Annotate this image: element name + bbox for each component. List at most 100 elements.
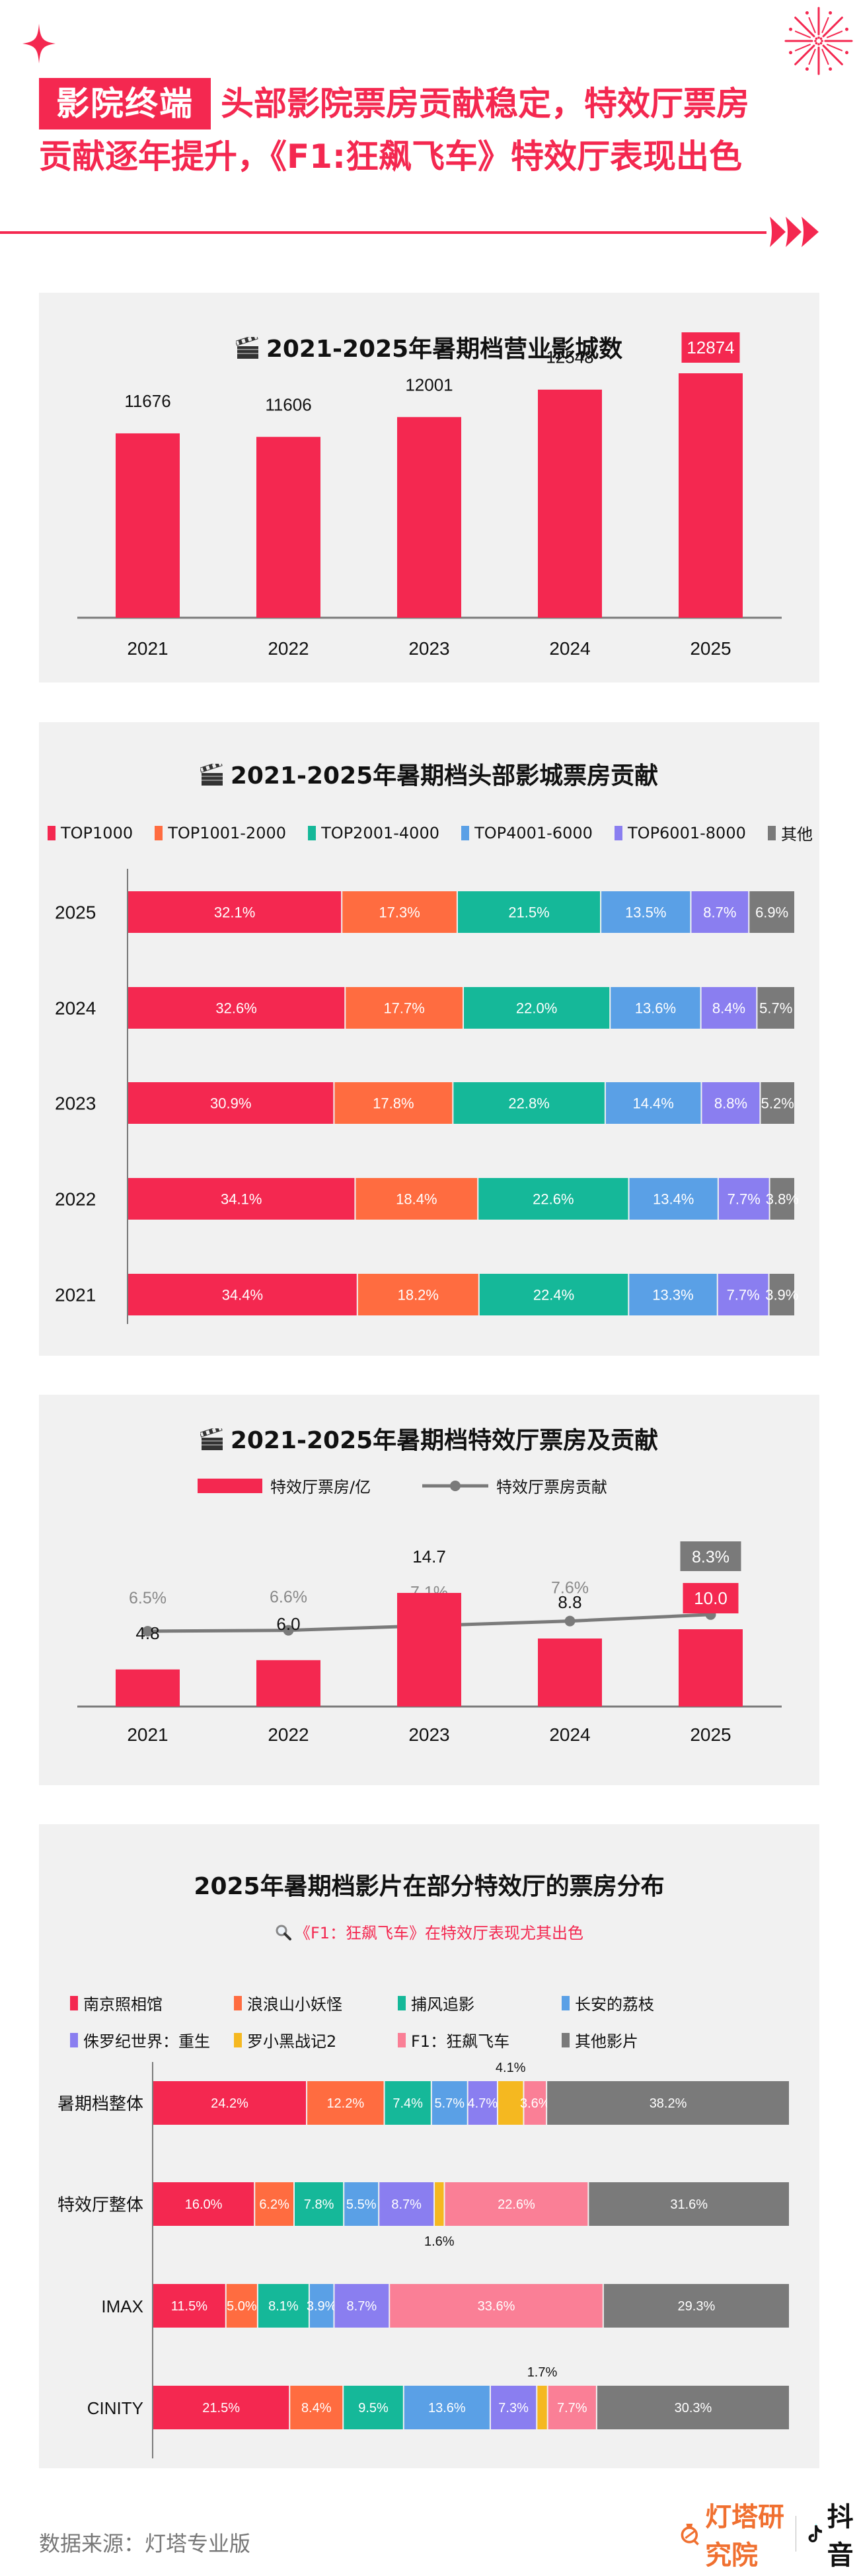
segment-长安的荔枝	[309, 2284, 334, 2328]
sparkle-star-icon	[22, 24, 56, 63]
firework-ray	[794, 44, 811, 52]
segment-TOP4001-6000	[611, 987, 700, 1029]
segment-label: 8.7%	[391, 2197, 422, 2212]
legend-label: 浪浪山小妖怪	[247, 1995, 342, 2014]
legend-label: 特效厅票房/亿	[270, 1478, 371, 1496]
legend-swatch	[48, 825, 56, 840]
segment-捕风追影	[385, 2081, 431, 2125]
segment-label: 33.6%	[478, 2299, 515, 2314]
firework-core-dot	[815, 37, 818, 40]
value-label-highlight-box	[681, 332, 740, 363]
triple-arrow-icon	[770, 217, 819, 247]
segment-TOP1001-2000	[334, 1082, 453, 1124]
x-tick-label: 2022	[268, 638, 309, 659]
legend-item: TOP1001-2000	[155, 824, 286, 842]
segment-label: 12.2%	[326, 2096, 364, 2111]
firework-dot	[844, 51, 848, 55]
bar-2023	[397, 1593, 461, 1707]
segment-侏罗纪世界：重生	[490, 2386, 537, 2429]
line-label: 7.6%	[551, 1579, 589, 1598]
segment-捕风追影	[344, 2386, 403, 2429]
legend-swatch	[234, 1995, 242, 2010]
segment-label: 3.8%	[766, 1191, 799, 1208]
segment-label: 18.2%	[398, 1287, 439, 1304]
value-label: 11676	[124, 391, 170, 411]
segment-label: 8.1%	[268, 2299, 299, 2314]
segment-TOP1001-2000	[355, 1178, 478, 1220]
segment-浪浪山小妖怪	[255, 2182, 294, 2226]
chart-title: 2021-2025年暑期档特效厅票房及贡献	[39, 1421, 819, 1455]
legend-item: 罗小黑战记2	[234, 2028, 336, 2051]
x-tick-label: 2025	[690, 1724, 731, 1745]
segment-其他影片	[589, 2182, 789, 2226]
legend-item-line: 特效厅票房贡献	[422, 1474, 607, 1497]
segment-label-outside: 1.6%	[424, 2234, 455, 2249]
segment-TOP1000	[128, 891, 342, 933]
legend-swatch-bar	[198, 1478, 262, 1493]
segment-label: 7.8%	[304, 2197, 334, 2212]
bar-label: 4.8	[135, 1623, 159, 1643]
firework-core-dot	[817, 43, 820, 46]
legend-item-bar: 特效厅票房/亿	[198, 1474, 371, 1497]
x-tick-label: 2025	[690, 638, 731, 659]
segment-label: 11.5%	[171, 2299, 207, 2314]
legend-label: 长安的荔枝	[575, 1995, 654, 2014]
segment-label: 5.2%	[761, 1095, 794, 1112]
segment-label: 8.4%	[712, 1000, 745, 1017]
x-tick-label: 2023	[408, 1724, 449, 1745]
segment-TOP4001-6000	[629, 1274, 717, 1315]
legend-label: TOP6001-8000	[628, 823, 746, 842]
segment-label: 22.6%	[498, 2197, 535, 2212]
legend-swatch-line	[422, 1480, 488, 1491]
segment-label: 3.9%	[765, 1287, 798, 1304]
segment-label: 3.6%	[520, 2096, 550, 2111]
segment-捕风追影	[258, 2284, 309, 2328]
line-label: 6.5%	[129, 1589, 167, 1607]
firework-dot	[844, 27, 848, 31]
segment-F1：狂飙飞车	[548, 2386, 596, 2429]
segment-label: 8.4%	[301, 2401, 332, 2415]
segment-label: 17.8%	[373, 1095, 414, 1112]
headline-line-2: 贡献逐年提升，《F1:狂飙飞车》特效厅表现出色	[39, 137, 742, 176]
bar-2021	[116, 1669, 180, 1707]
section-badge: 影院终端	[39, 78, 211, 129]
clapperboard-icon	[200, 764, 223, 786]
segment-罗小黑战记2	[537, 2386, 547, 2429]
segment-南京照相馆	[153, 2284, 225, 2328]
bar-2025	[679, 1629, 743, 1707]
bar-2024	[538, 389, 602, 618]
segment-label: 29.3%	[678, 2299, 716, 2314]
segment-TOP1000	[128, 987, 345, 1029]
segment-label: 17.7%	[383, 1000, 424, 1017]
chart-title: 2025年暑期档影片在部分特效厅的票房分布	[194, 1873, 665, 1900]
segment-label: 6.9%	[755, 904, 788, 921]
header-divider	[0, 231, 766, 234]
segment-label: 22.4%	[533, 1287, 574, 1304]
segment-TOP1000	[128, 1178, 355, 1220]
bar-2021	[116, 433, 180, 618]
segment-侏罗纪世界：重生	[468, 2081, 497, 2125]
segment-TOP6001-8000	[718, 1274, 768, 1315]
segment-label: 16.0%	[185, 2197, 223, 2212]
segment-label: 13.4%	[653, 1191, 694, 1208]
line-point	[564, 1615, 576, 1627]
firework-icon	[784, 7, 853, 75]
legend-label: TOP1000	[61, 823, 133, 842]
segment-其他	[749, 891, 794, 933]
segment-label: 9.5%	[358, 2401, 389, 2415]
bar-label-highlight-box	[683, 1582, 739, 1613]
firework-core-dot	[821, 40, 823, 42]
lighthouse-logo-icon	[681, 2523, 699, 2546]
legend-swatch	[461, 825, 470, 840]
legend-label: 罗小黑战记2	[247, 2032, 337, 2051]
x-tick-label: 2023	[408, 638, 449, 659]
x-tick-label: 2021	[127, 638, 168, 659]
chart-card-cinema-count: 2021-2025年暑期档营业影城数 11676 2021 11606 2022 120…	[39, 293, 819, 682]
legend-label: 捕风追影	[411, 1995, 474, 2014]
segment-TOP6001-8000	[691, 891, 749, 933]
cinema-count-bar-chart: 11676 2021 11606 2022 12001 2023 12548 2024 1287…	[77, 332, 782, 659]
y-tick-label: 2022	[55, 1189, 96, 1210]
line-point	[283, 1625, 294, 1636]
segment-长安的荔枝	[404, 2386, 490, 2429]
x-tick-label: 2024	[549, 1724, 590, 1745]
